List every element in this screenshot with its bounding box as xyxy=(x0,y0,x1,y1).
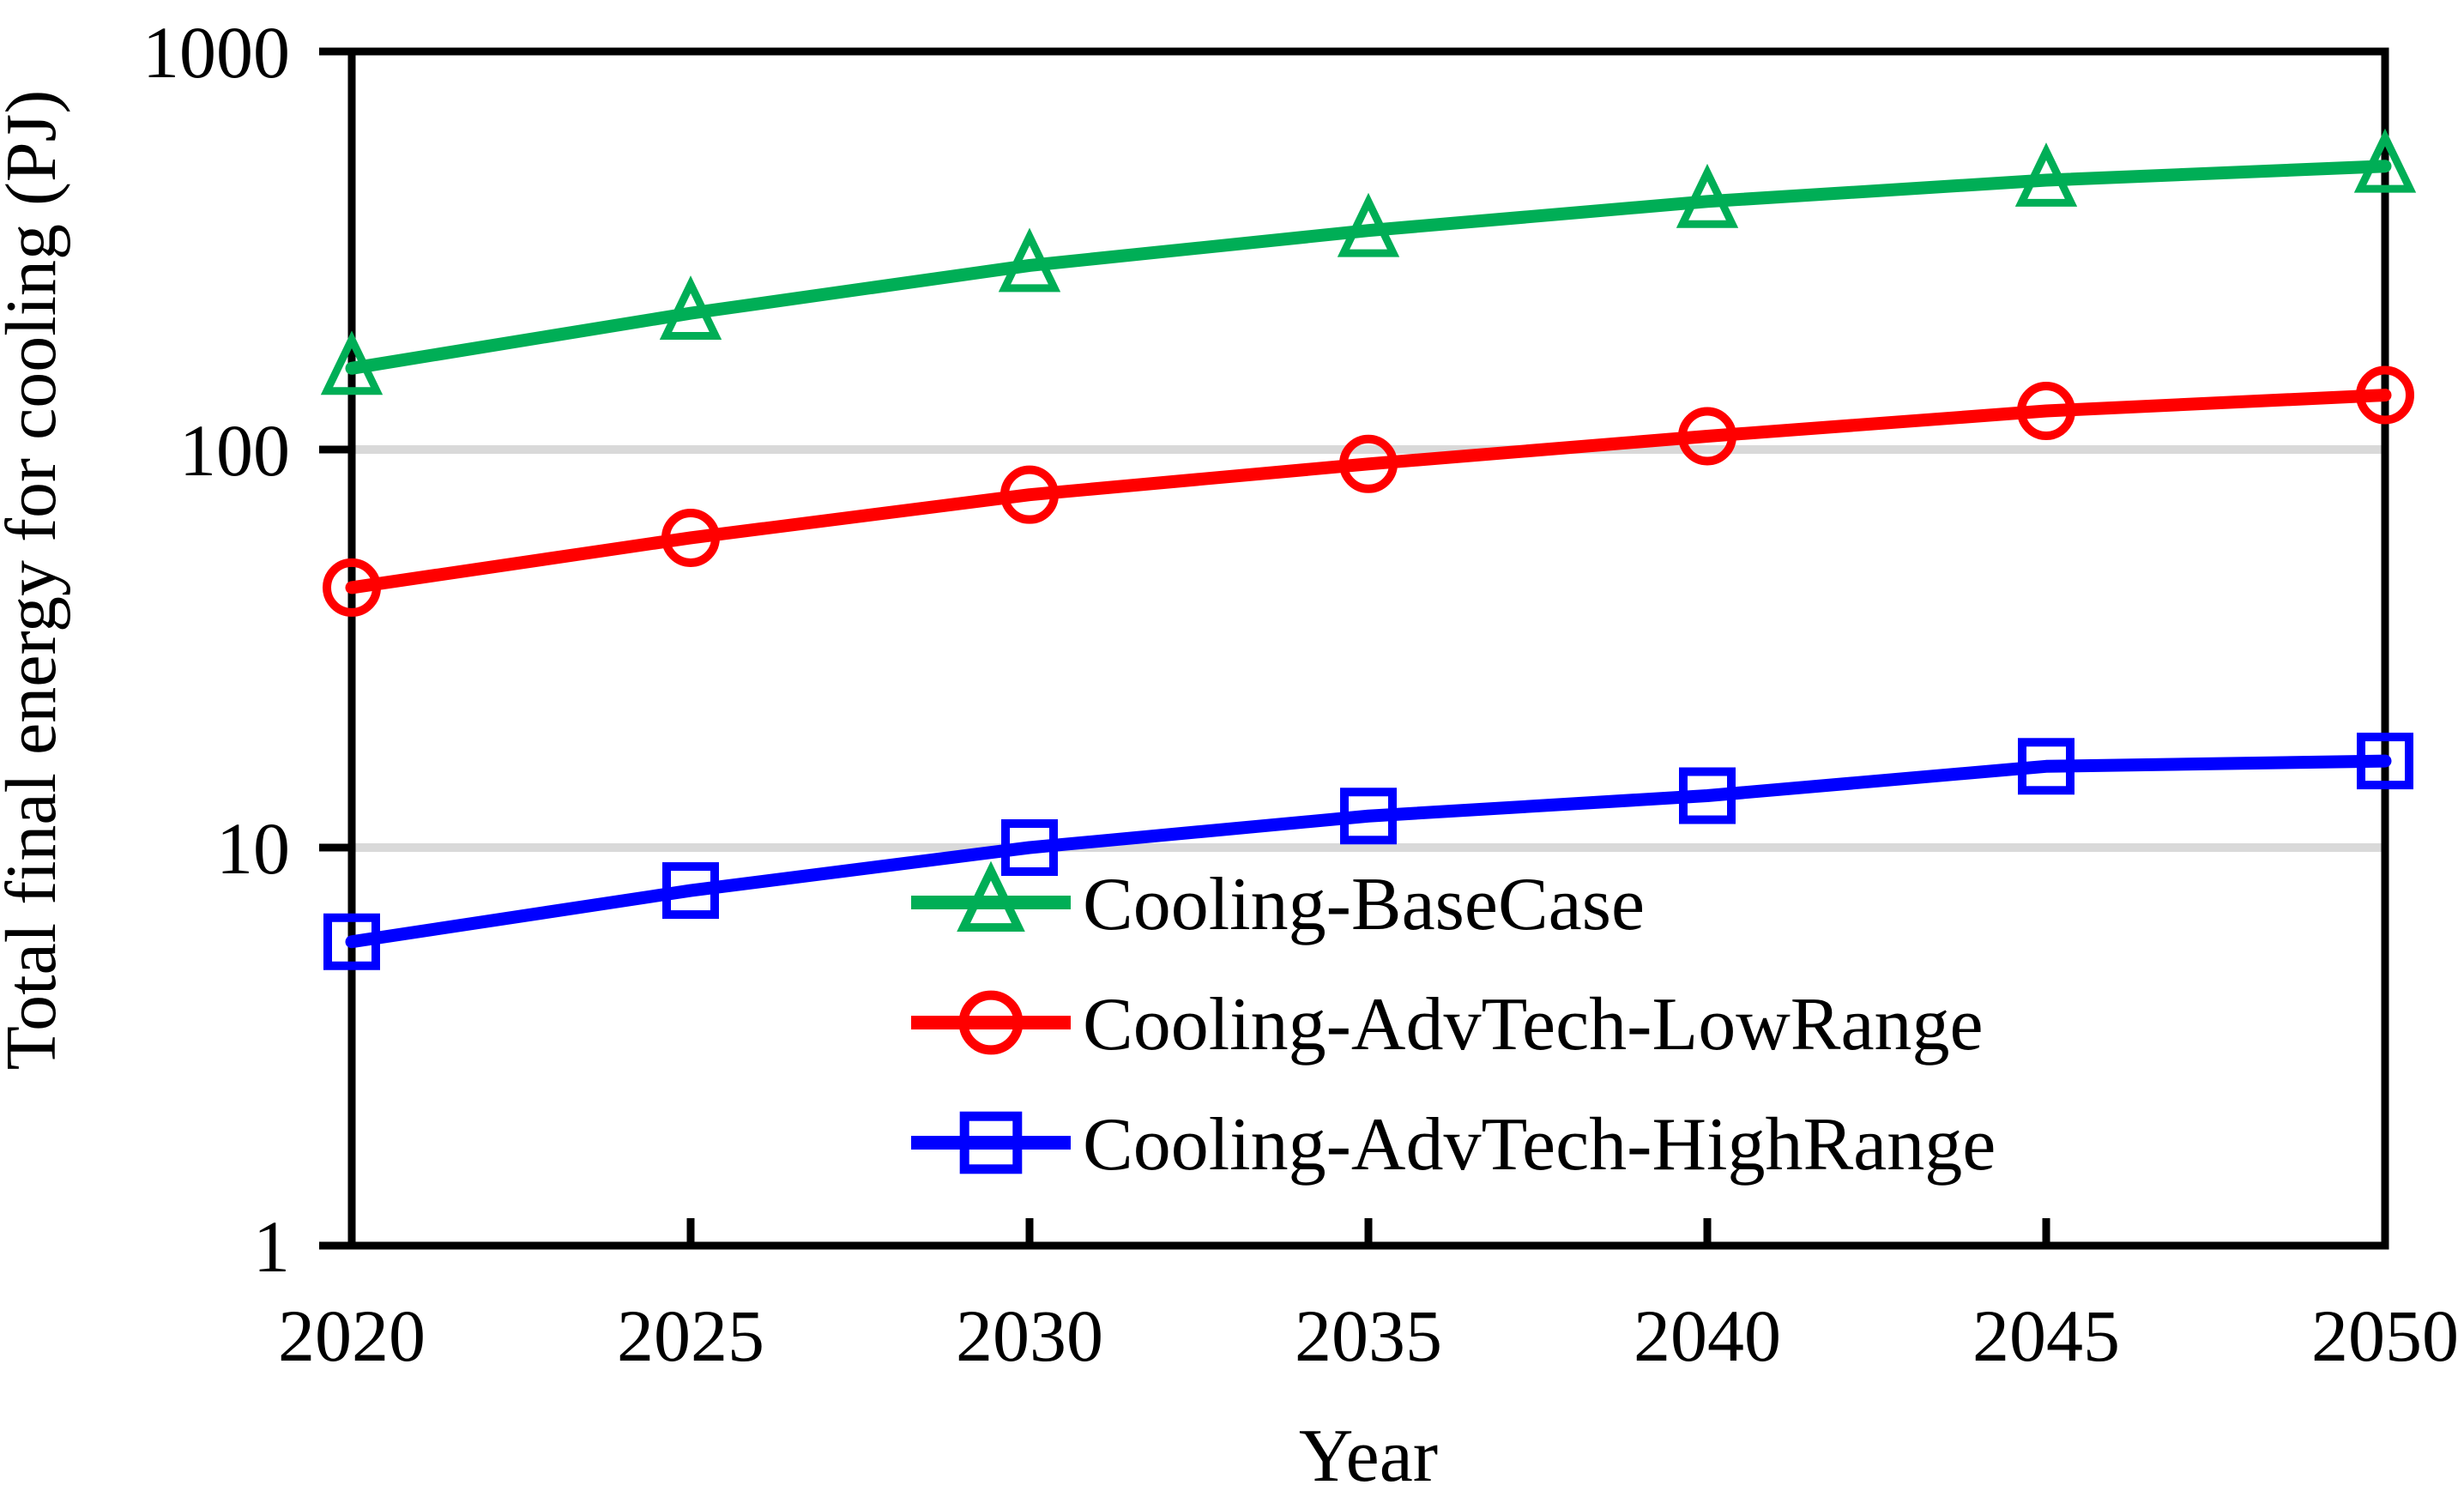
square-marker-icon xyxy=(2357,733,2413,790)
circle-marker-icon xyxy=(2017,382,2075,441)
triangle-marker-icon xyxy=(998,227,1061,293)
circle-marker-icon xyxy=(1678,407,1736,466)
x-tick-label: 2040 xyxy=(1634,1295,1781,1377)
x-tick-label: 2030 xyxy=(956,1295,1103,1377)
series-line-cooling-advtech-highrange xyxy=(345,754,2392,949)
x-tick-label: 2035 xyxy=(1295,1295,1442,1377)
y-tick-label: 10 xyxy=(216,807,290,890)
square-marker-icon xyxy=(1001,819,1058,876)
legend-item-cooling-advtech-highrange: Cooling-AdvTech-HighRange xyxy=(911,1103,1996,1186)
triangle-marker-icon xyxy=(1676,163,1739,228)
legend-label: Cooling-BaseCase xyxy=(1083,863,1645,946)
square-marker-icon xyxy=(323,913,380,970)
legend-label: Cooling-AdvTech-HighRange xyxy=(1083,1103,1996,1186)
square-marker-icon xyxy=(2018,738,2074,795)
legend-square-marker-icon xyxy=(959,1111,1023,1174)
x-tick-label: 2045 xyxy=(1972,1295,2120,1377)
circle-marker-icon xyxy=(1339,434,1398,493)
circle-marker-icon xyxy=(1000,465,1059,524)
legend-item-cooling-advtech-lowrange: Cooling-AdvTech-LowRange xyxy=(911,983,1984,1066)
circle-marker-icon xyxy=(323,558,381,617)
x-tick-label: 2050 xyxy=(2311,1295,2459,1377)
y-tick-label: 1 xyxy=(253,1205,290,1288)
legend-label: Cooling-AdvTech-LowRange xyxy=(1083,983,1984,1066)
legend-circle-marker-icon xyxy=(958,990,1024,1055)
series-line-cooling-basecase xyxy=(345,160,2392,375)
circle-marker-icon xyxy=(661,508,720,567)
triangle-marker-icon xyxy=(2353,128,2417,193)
x-tick-label: 2025 xyxy=(617,1295,764,1377)
triangle-marker-icon xyxy=(320,330,383,395)
legend-triangle-marker-icon xyxy=(957,860,1025,932)
square-marker-icon xyxy=(662,862,719,920)
square-marker-icon xyxy=(1679,767,1736,824)
circle-marker-icon xyxy=(2356,365,2414,425)
y-tick-label: 1000 xyxy=(142,11,290,94)
x-tick-label: 2020 xyxy=(278,1295,426,1377)
series-line-cooling-advtech-lowrange xyxy=(345,389,2392,595)
square-marker-icon xyxy=(1340,788,1397,845)
x-axis-title: Year xyxy=(1299,1415,1438,1498)
triangle-marker-icon xyxy=(2014,142,2078,207)
legend-item-cooling-basecase: Cooling-BaseCase xyxy=(911,863,1645,946)
y-tick-label: 100 xyxy=(179,409,290,492)
plot-border xyxy=(347,47,2389,1250)
y-axis-title: Total final energy for cooling (PJ) xyxy=(0,90,71,1071)
triangle-marker-icon xyxy=(659,275,722,341)
triangle-marker-icon xyxy=(1337,192,1400,257)
